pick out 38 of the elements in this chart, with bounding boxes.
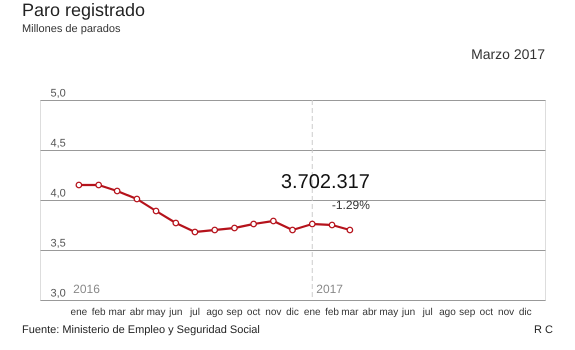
- annotation: -1.29%: [332, 198, 370, 212]
- x-tick-label: ago: [206, 307, 224, 318]
- x-tick-label: oct: [246, 307, 260, 318]
- y-tick-label: 3,0: [50, 288, 66, 300]
- x-tick-label: nov: [498, 307, 514, 318]
- x-tick-label: dic: [518, 307, 532, 318]
- x-tick-label: mar: [341, 307, 360, 318]
- x-tick-label: may: [146, 307, 166, 318]
- source-note: Fuente: Ministerio de Empleo y Seguridad Social: [22, 324, 260, 336]
- chart-title: Paro registrado: [22, 0, 146, 20]
- text: R C: [534, 324, 554, 336]
- y-tick-label: 3,5: [50, 238, 66, 250]
- chart-subtitle: Millones de parados: [22, 23, 121, 35]
- x-tick-label: jun: [400, 307, 416, 318]
- x-tick-label: nov: [265, 307, 282, 318]
- x-tick-label: ene: [70, 307, 88, 318]
- x-tick-label: dic: [286, 307, 299, 318]
- x-tick-label: may: [379, 307, 398, 318]
- x-tick-label: oct: [480, 307, 494, 318]
- x-tick-label: jun: [168, 307, 182, 318]
- x-tick-label: mar: [108, 307, 126, 318]
- x-tick-label: sep: [226, 307, 243, 318]
- x-tick-label: abr: [362, 307, 378, 318]
- ref-line-label: 2017: [316, 282, 344, 296]
- x-tick-label: feb: [92, 307, 106, 318]
- x-tick-label: ene: [304, 307, 322, 318]
- x-tick-label: jul: [422, 307, 433, 318]
- y-tick-label: 4,5: [50, 138, 66, 150]
- x-tick-label: abr: [130, 307, 145, 318]
- x-tick-label: jul: [188, 307, 200, 318]
- x-tick-label: ago: [439, 307, 456, 318]
- annotation: 3.702.317: [280, 171, 370, 193]
- x-tick-label: feb: [325, 307, 340, 318]
- x-tick-label: sep: [459, 307, 476, 318]
- y-tick-label: 5,0: [50, 88, 66, 100]
- text: Marzo 2017: [471, 46, 546, 62]
- y-tick-label: 4,0: [50, 188, 66, 200]
- annotation: 2016: [73, 282, 100, 296]
